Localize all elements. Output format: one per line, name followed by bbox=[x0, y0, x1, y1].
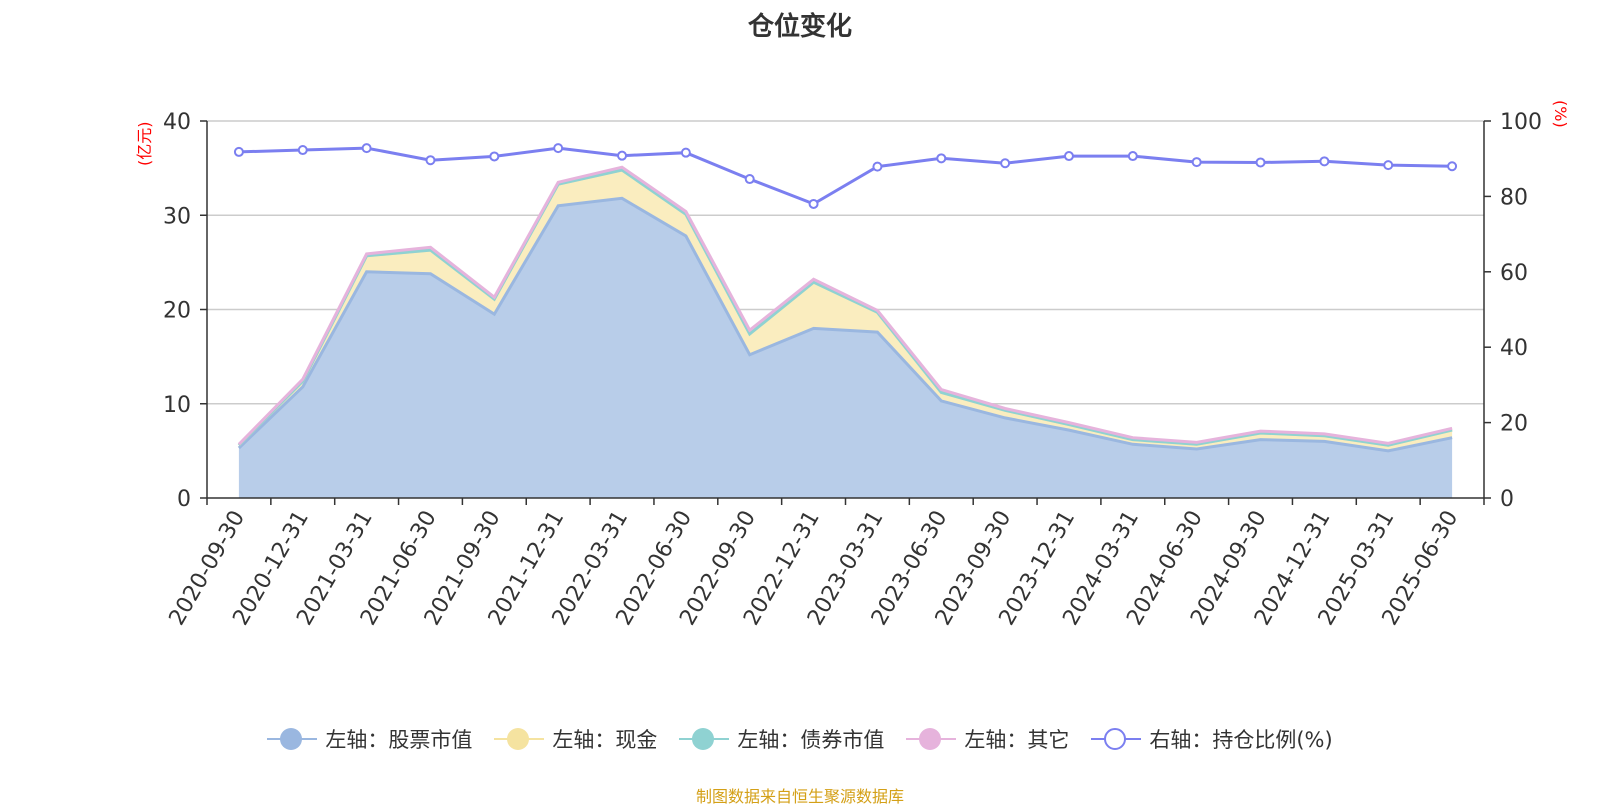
data-point bbox=[936, 153, 947, 164]
data-point bbox=[808, 198, 819, 209]
legend-item[interactable]: 左轴：现金 bbox=[494, 724, 657, 754]
y2-tick-label: 20 bbox=[1500, 412, 1528, 437]
legend-swatch bbox=[267, 726, 318, 752]
y2-tick-label: 100 bbox=[1500, 110, 1542, 135]
legend-label: 左轴：债券市值 bbox=[737, 728, 885, 752]
area-左轴：现金 bbox=[238, 170, 1453, 451]
data-point bbox=[744, 174, 755, 185]
data-point bbox=[1383, 160, 1394, 171]
y2-tick-label: 40 bbox=[1500, 336, 1528, 361]
chart-legend[interactable]: 左轴：股票市值 左轴：现金 左轴：债券市值 左轴：其它 右轴：持仓比例(%) bbox=[0, 724, 1600, 754]
legend-marker bbox=[1104, 728, 1127, 750]
data-point bbox=[553, 143, 564, 154]
y-tick-label: 0 bbox=[177, 487, 191, 512]
data-point bbox=[1255, 157, 1266, 168]
area-左轴：股票市值 bbox=[238, 198, 1453, 499]
legend-label: 左轴：其它 bbox=[964, 728, 1070, 752]
data-point bbox=[1447, 161, 1458, 172]
data-point bbox=[617, 150, 628, 161]
y-tick-label: 20 bbox=[163, 299, 191, 324]
data-point bbox=[1127, 151, 1138, 162]
chart-title: 仓位变化 bbox=[747, 12, 852, 42]
data-point bbox=[872, 161, 883, 172]
legend-label: 左轴：现金 bbox=[552, 728, 658, 752]
y2-tick-label: 80 bbox=[1500, 185, 1528, 210]
data-point bbox=[1319, 156, 1330, 167]
legend-label: 左轴：股票市值 bbox=[325, 728, 473, 752]
data-point bbox=[1063, 151, 1074, 162]
legend-marker bbox=[280, 728, 303, 750]
data-point bbox=[425, 155, 436, 166]
legend-swatch bbox=[679, 726, 730, 752]
legend-marker bbox=[507, 728, 530, 750]
data-point bbox=[233, 146, 244, 157]
legend-swatch bbox=[906, 726, 957, 752]
legend-item[interactable]: 左轴：债券市值 bbox=[679, 724, 884, 754]
legend-swatch bbox=[494, 726, 545, 752]
series-line-左轴：股票市值 bbox=[237, 196, 1453, 453]
data-point bbox=[1000, 158, 1011, 169]
series-line-左轴：其它 bbox=[237, 165, 1453, 446]
data-point bbox=[361, 143, 372, 154]
legend-item[interactable]: 左轴：其它 bbox=[906, 724, 1069, 754]
series-line-右轴：持仓比例(%) bbox=[238, 146, 1453, 206]
legend-item[interactable]: 右轴：持仓比例(%) bbox=[1091, 724, 1333, 754]
y-tick-label: 10 bbox=[163, 393, 191, 418]
legend-item[interactable]: 左轴：股票市值 bbox=[267, 724, 472, 754]
y-tick-label: 40 bbox=[163, 110, 191, 135]
legend-swatch bbox=[1091, 726, 1142, 752]
series-line-左轴：债券市值 bbox=[237, 168, 1453, 447]
y2-tick-label: 60 bbox=[1500, 261, 1528, 286]
y-tick-label: 30 bbox=[163, 204, 191, 229]
legend-marker bbox=[692, 728, 715, 750]
legend-label: 右轴：持仓比例(%) bbox=[1149, 728, 1333, 752]
y2-tick-label: 0 bbox=[1500, 487, 1514, 512]
data-point bbox=[489, 151, 500, 162]
data-point bbox=[1191, 157, 1202, 168]
data-point bbox=[680, 147, 691, 158]
legend-marker bbox=[919, 728, 942, 750]
data-point bbox=[297, 145, 308, 156]
data-source-note: 制图数据来自恒生聚源数据库 bbox=[695, 787, 904, 806]
